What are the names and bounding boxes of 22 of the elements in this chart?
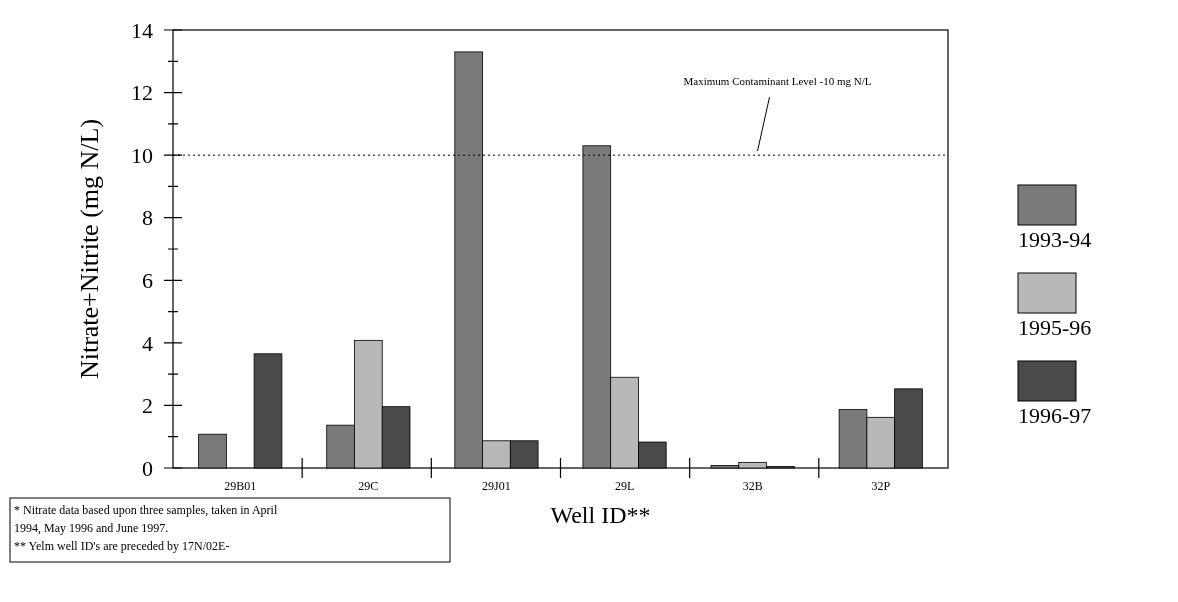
x-tick-label: 32P xyxy=(871,479,891,493)
y-tick-label: 4 xyxy=(142,330,153,356)
text: * Nitrate data based upon three samples, taken in April 1994, May 1996 and June 1997. xyxy=(14,503,278,535)
text: ** Yelm well ID's are preceded by 17N/02E- xyxy=(14,539,230,553)
legend-label: 1996-97 xyxy=(1018,403,1092,428)
legend-label: 1995-96 xyxy=(1018,315,1092,340)
x-tick-label: 29J01 xyxy=(482,479,511,493)
y-tick-label: 10 xyxy=(131,142,153,168)
y-tick-label: 6 xyxy=(142,267,153,293)
y-tick-label: 2 xyxy=(142,393,153,419)
y-tick-label: 8 xyxy=(142,205,153,231)
x-tick-label: 29L xyxy=(614,479,635,493)
x-tick-label: 32B xyxy=(742,479,763,493)
y-tick-label: 0 xyxy=(142,455,153,481)
legend-label: 1993-94 xyxy=(1018,227,1092,252)
x-tick-label: 29C xyxy=(358,479,379,493)
y-tick-label: 12 xyxy=(131,80,153,106)
y-axis-title: Nitrate+Nitrite (mg N/L) xyxy=(75,118,104,380)
x-axis-title: Well ID** xyxy=(550,502,651,528)
y-tick-label: 14 xyxy=(131,17,153,43)
ref-line-label: Maximum Contaminant Level -10 mg N/L xyxy=(683,75,872,88)
x-tick-label: 29B01 xyxy=(224,479,257,493)
